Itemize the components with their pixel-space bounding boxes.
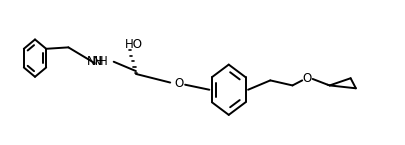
Text: N: N [92,55,101,68]
Text: HO: HO [125,38,143,51]
Text: O: O [303,72,312,85]
Text: NH: NH [87,55,104,68]
Text: O: O [175,77,184,90]
Text: H: H [99,55,108,68]
